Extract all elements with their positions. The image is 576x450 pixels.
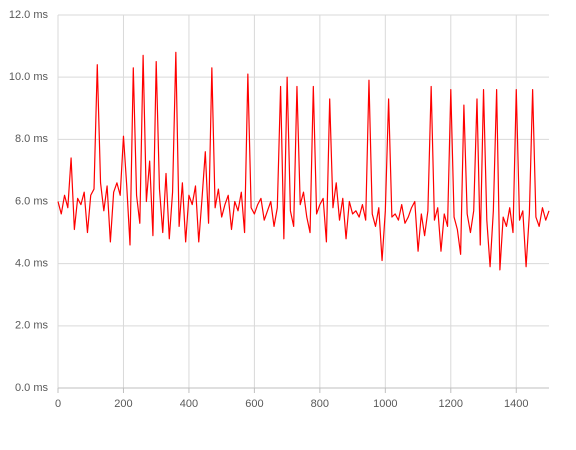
x-tick-label: 0	[55, 398, 61, 410]
x-tick-label: 400	[180, 398, 198, 410]
x-tick-label: 800	[311, 398, 329, 410]
data-line	[57, 51, 550, 271]
y-tick-label: 12.0 ms	[9, 9, 49, 21]
y-tick-label: 6.0 ms	[15, 195, 49, 207]
x-tick-label: 600	[245, 398, 263, 410]
x-tick-label: 200	[114, 398, 132, 410]
y-tick-label: 4.0 ms	[15, 258, 49, 270]
y-tick-label: 0.0 ms	[15, 382, 49, 394]
x-tick-label: 1400	[504, 398, 528, 410]
y-tick-label: 2.0 ms	[15, 320, 49, 332]
x-tick-label: 1200	[439, 398, 463, 410]
y-tick-label: 8.0 ms	[15, 133, 49, 145]
x-tick-label: 1000	[373, 398, 397, 410]
y-tick-label: 10.0 ms	[9, 71, 49, 83]
